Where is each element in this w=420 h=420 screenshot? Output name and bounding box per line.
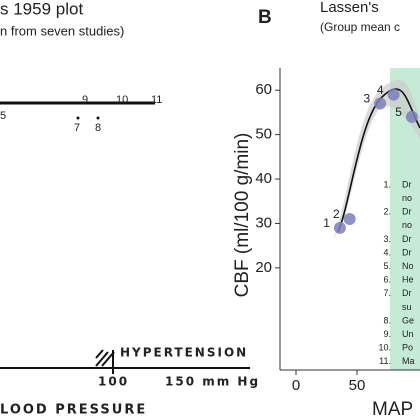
dot [110,101,114,105]
y-tick-label: 60 [255,81,272,98]
legend-number: 2. [383,207,391,217]
x-axis-label: MAP [372,399,413,420]
point-label: 1 [323,216,330,230]
legend-number: 3. [383,234,391,244]
point-label: 2 [333,207,340,221]
legend-number: 8. [383,315,391,325]
y-tick-label: 50 [255,126,272,143]
legend-text: Dr [402,234,412,244]
point-label: 5 [0,110,6,122]
point-label: 11 [151,94,162,106]
point [343,213,356,225]
dot [96,116,100,120]
chart-title: Lassen's [320,0,379,16]
legend-text: Dr [402,288,412,298]
legend-text: Dr [402,247,412,257]
legend-text: Un [402,329,414,339]
dot [76,116,80,120]
legend-number: 6. [383,275,391,285]
chart-subtitle: (Group mean c [320,20,400,34]
panel-letter: B [258,7,272,28]
point-label: 9 [82,94,88,106]
x-tick-label: 0 [292,377,300,394]
legend-number: 1. [383,179,391,189]
legend-text: su [402,302,412,312]
y-axis-label: CBF (ml/100 g/min) [232,133,253,298]
legend-number: 11. [379,356,391,366]
point-label: 8 [95,122,101,134]
point [333,221,346,234]
legend-text: He [402,275,414,285]
panel-a-subtitle: n from seven studies) [0,23,124,38]
legend: 1. Dr no 2. Dr no 3. Dr 4. Dr 5. No 6. He 7. Dr su 8. Ge 9.… [378,179,414,366]
y-tick-label: 40 [255,170,272,187]
zone-label: HYPERTENSION [120,346,248,360]
tick-label: 100 [98,375,129,389]
legend-number: 10. [378,343,391,353]
legend-number: 9. [383,329,391,339]
point [387,88,400,101]
legend-text: Dr [402,179,412,189]
legend-text: no [402,220,412,230]
dot [146,101,150,105]
y-tick-label: 20 [255,259,272,276]
legend-number: 5. [383,261,391,271]
legend-number: 7. [383,288,391,298]
tick-label: 150 mm Hg [165,375,260,389]
legend-text: No [402,261,414,271]
point-label: 4 [377,83,384,97]
legend-text: no [402,193,412,203]
dot [76,101,80,105]
legend-text: Po [402,343,413,353]
point-label: 10 [116,94,128,106]
hatch [95,349,115,367]
point [374,97,387,110]
legend-text: Dr [402,207,412,217]
y-tick-label: 30 [255,214,272,231]
legend-text: Ma [402,356,415,366]
axis-label: LOOD PRESSURE [0,403,147,418]
point-label: 7 [74,122,80,134]
point [405,110,418,123]
x-tick-label: 50 [349,377,366,394]
legend-text: Ge [402,315,414,325]
point-label: 3 [363,92,370,106]
panel-a-title: s 1959 plot [0,0,83,18]
legend-number: 4. [383,247,391,257]
point-label: 5 [395,105,402,119]
